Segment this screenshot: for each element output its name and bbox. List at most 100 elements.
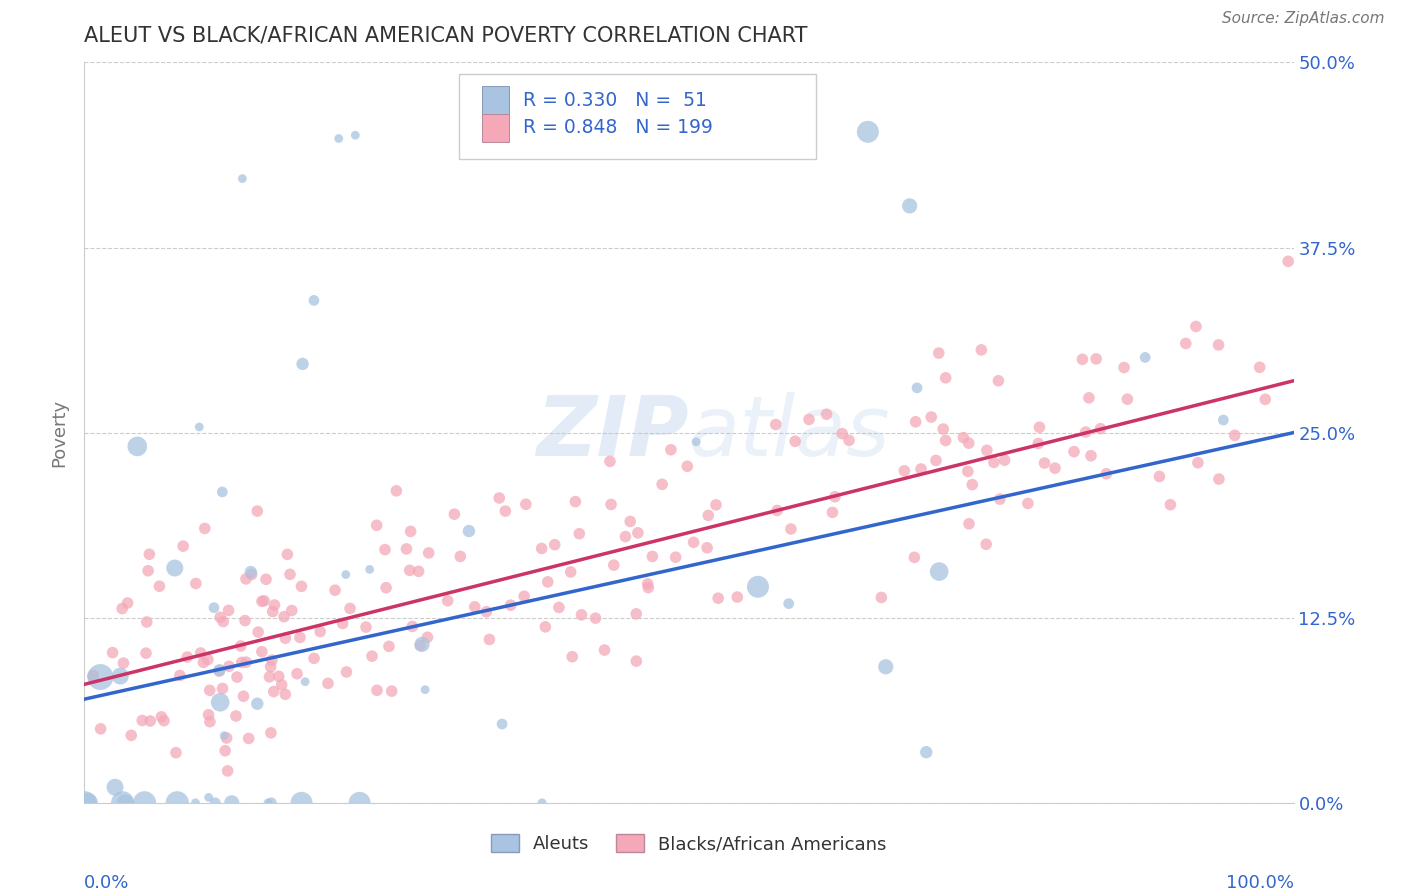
Point xyxy=(1208,472,1230,486)
Point xyxy=(952,431,974,445)
FancyBboxPatch shape xyxy=(482,113,509,142)
Point xyxy=(531,796,554,810)
Text: ZIP: ZIP xyxy=(536,392,689,473)
Point xyxy=(1174,336,1197,351)
Point xyxy=(184,796,207,810)
Point xyxy=(246,504,269,518)
Point xyxy=(935,371,957,385)
Point xyxy=(1187,456,1209,470)
Text: R = 0.330   N =  51: R = 0.330 N = 51 xyxy=(523,91,707,110)
Point xyxy=(920,410,942,425)
Point xyxy=(1208,338,1230,352)
Point xyxy=(976,443,998,458)
Point xyxy=(374,542,396,557)
Point xyxy=(134,796,156,810)
Point xyxy=(870,591,893,605)
Point xyxy=(956,464,979,478)
Point xyxy=(316,676,339,690)
Point xyxy=(1074,425,1097,439)
Point xyxy=(332,616,354,631)
Point xyxy=(120,728,142,742)
Point xyxy=(278,567,301,582)
Text: 100.0%: 100.0% xyxy=(1226,874,1294,892)
Point xyxy=(197,707,219,722)
Point xyxy=(139,714,162,728)
Point xyxy=(824,490,846,504)
Point xyxy=(1254,392,1277,407)
Point xyxy=(202,600,225,615)
Point xyxy=(214,744,236,758)
Point xyxy=(169,668,191,682)
Point xyxy=(148,579,170,593)
Point xyxy=(253,594,276,608)
Point xyxy=(197,652,219,666)
Point xyxy=(928,565,950,579)
Point xyxy=(270,678,292,692)
Point xyxy=(208,664,231,678)
Point xyxy=(194,521,217,535)
Point xyxy=(127,439,149,453)
Text: R = 0.848   N = 199: R = 0.848 N = 199 xyxy=(523,118,713,137)
Point xyxy=(928,346,950,360)
Point xyxy=(335,665,357,679)
Point xyxy=(560,565,582,579)
Point xyxy=(651,477,673,491)
Point xyxy=(135,646,157,660)
Point xyxy=(190,646,212,660)
Point xyxy=(1017,496,1039,510)
Point xyxy=(215,731,238,745)
Point xyxy=(259,660,281,674)
Point xyxy=(110,669,132,683)
Point xyxy=(114,796,136,810)
Point xyxy=(1085,351,1108,366)
Point xyxy=(821,505,844,519)
Point xyxy=(593,643,616,657)
Point xyxy=(218,603,240,617)
Point xyxy=(449,549,471,564)
Point xyxy=(104,780,127,795)
Point xyxy=(1249,360,1271,375)
Point xyxy=(436,593,458,607)
Point xyxy=(395,541,418,556)
Point xyxy=(685,434,707,449)
Point xyxy=(250,645,273,659)
Point xyxy=(561,649,583,664)
Point xyxy=(696,541,718,555)
Point xyxy=(381,684,404,698)
Point xyxy=(411,637,433,651)
Point xyxy=(499,598,522,612)
Point xyxy=(172,539,194,553)
Point xyxy=(209,610,232,624)
Point xyxy=(323,583,346,598)
Point xyxy=(765,417,787,432)
Point xyxy=(785,434,807,449)
Point xyxy=(932,422,955,436)
Point xyxy=(263,598,285,612)
Point xyxy=(682,535,704,549)
Point xyxy=(247,625,270,640)
Point xyxy=(530,541,553,556)
Point xyxy=(375,581,398,595)
Point xyxy=(780,522,803,536)
Point xyxy=(211,485,233,500)
Point xyxy=(1033,456,1056,470)
Point xyxy=(267,669,290,683)
Point xyxy=(75,796,97,810)
Text: ALEUT VS BLACK/AFRICAN AMERICAN POVERTY CORRELATION CHART: ALEUT VS BLACK/AFRICAN AMERICAN POVERTY … xyxy=(84,26,808,45)
Point xyxy=(915,745,938,759)
Point xyxy=(1095,467,1118,481)
Point xyxy=(413,682,436,697)
FancyBboxPatch shape xyxy=(460,73,815,159)
Point xyxy=(263,684,285,698)
Text: Source: ZipAtlas.com: Source: ZipAtlas.com xyxy=(1222,11,1385,26)
Point xyxy=(534,620,557,634)
Point xyxy=(226,670,249,684)
Point xyxy=(797,412,820,426)
Point xyxy=(198,714,221,729)
Point xyxy=(349,796,371,810)
Point xyxy=(1112,360,1135,375)
Point xyxy=(815,407,838,421)
Point xyxy=(1078,391,1101,405)
Point xyxy=(537,574,560,589)
Point xyxy=(475,605,498,619)
